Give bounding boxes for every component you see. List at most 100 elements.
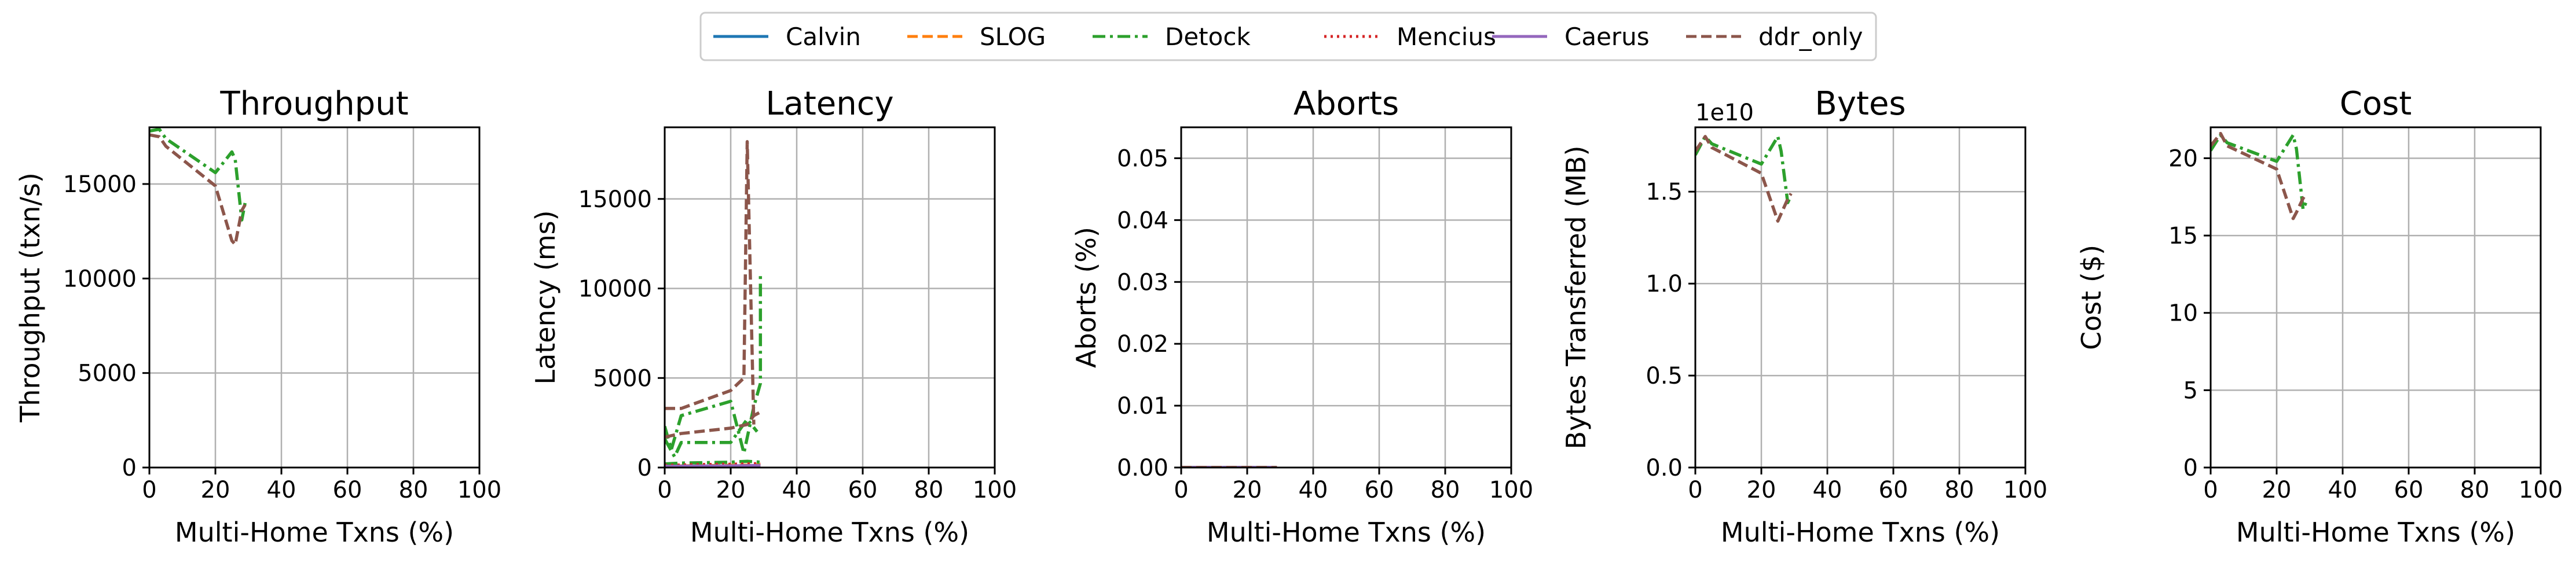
panels: 0 20 40 60 80 100050001000015000ThroughputMul… (14, 85, 2563, 548)
y-tick-label: 15 (2168, 223, 2198, 249)
legend-entry: ddr_only (1686, 23, 1863, 51)
x-tick-label: 100 (1489, 477, 1533, 503)
x-tick-label: 20 (2262, 477, 2292, 503)
y-tick-label: 0.05 (1117, 145, 1168, 172)
x-tick-label: 60 (848, 477, 878, 503)
y-tick-label: 1.5 (1646, 179, 1683, 205)
legend-label: Detock (1165, 23, 1251, 51)
y-axis-label: Cost ($) (2076, 245, 2107, 350)
series-group (149, 127, 247, 246)
x-tick-label: 60 (333, 477, 362, 503)
chart-title: Latency (765, 85, 893, 123)
y-tick-label: 0.0 (1646, 455, 1683, 481)
x-tick-label: 100 (457, 477, 501, 503)
series-line-detock (665, 417, 758, 459)
y-tick-label: 0.04 (1117, 207, 1168, 234)
x-tick-label: 40 (782, 477, 812, 503)
x-tick-label: 60 (1365, 477, 1394, 503)
y-axis-label: Throughput (txn/s) (14, 172, 46, 423)
axes-frame (1694, 126, 2027, 469)
y-offset-text: 1e10 (1695, 100, 1754, 126)
y-axis-label: Aborts (%) (1071, 227, 1102, 368)
y-tick-label: 10000 (63, 266, 137, 292)
x-tick-label: 0 (1688, 477, 1702, 503)
legend-label: Mencius (1397, 23, 1496, 51)
x-tick-label: 0 (1174, 477, 1188, 503)
y-tick-label: 0 (122, 455, 137, 481)
y-tick-label: 10 (2168, 300, 2198, 327)
axes-frame (2209, 126, 2542, 469)
series-line-detock (665, 272, 763, 455)
x-tick-label: 60 (1879, 477, 1908, 503)
series-line-detock (1695, 135, 1793, 205)
y-tick-label: 0.5 (1646, 363, 1683, 389)
y-tick-label: 0 (2183, 455, 2198, 481)
series-line-ddr-only (665, 410, 761, 439)
y-tick-label: 20 (2168, 145, 2198, 172)
x-tick-label: 20 (201, 477, 230, 503)
y-tick-label: 5000 (78, 360, 137, 387)
chart-title: Throughput (219, 85, 408, 123)
axes-frame (664, 126, 996, 469)
series-line-ddr-only (2211, 131, 2308, 220)
x-tick-label: 0 (142, 477, 156, 503)
chart-panel-cost: 0 20 40 60 80 100 0 5 10 15 20 Cost Multi-Home Txns … (2076, 85, 2563, 548)
y-tick-label: 5000 (593, 365, 652, 392)
x-axis-label: Multi-Home Txns (%) (1207, 517, 1486, 548)
x-axis-label: Multi-Home Txns (%) (1721, 517, 2000, 548)
x-tick-label: 40 (1813, 477, 1842, 503)
x-tick-label: 80 (1945, 477, 1974, 503)
x-tick-label: 80 (2460, 477, 2490, 503)
x-tick-label: 0 (2203, 477, 2218, 503)
legend-entry: SLOG (907, 23, 1046, 51)
x-tick-label: 60 (2394, 477, 2424, 503)
series-line-caerus (665, 463, 761, 468)
x-axis-label: Multi-Home Txns (%) (2236, 517, 2515, 548)
x-tick-label: 100 (2003, 477, 2047, 503)
series-line-detock (665, 459, 761, 466)
legend-entry: Calvin (713, 23, 861, 51)
y-axis-label: Latency (ms) (530, 210, 561, 384)
series-group (1695, 135, 1793, 223)
x-axis-label: Multi-Home Txns (%) (690, 517, 969, 548)
chart-title: Aborts (1294, 85, 1399, 123)
y-tick-label: 0.03 (1117, 269, 1168, 296)
series-line-ddr-only (149, 133, 247, 246)
x-tick-label: 80 (1431, 477, 1460, 503)
y-tick-label: 0 (637, 455, 652, 481)
legend-frame (699, 12, 1877, 61)
series-group (2211, 131, 2308, 220)
legend-label: ddr_only (1758, 23, 1863, 51)
x-axis-label: Multi-Home Txns (%) (175, 517, 454, 548)
series-line-ddr-only (1695, 135, 1793, 223)
x-tick-label: 20 (716, 477, 746, 503)
legend-label: Caerus (1564, 23, 1650, 51)
x-tick-label: 40 (2328, 477, 2358, 503)
y-tick-label: 15000 (63, 171, 137, 198)
y-axis-label: Bytes Transferred (MB) (1560, 145, 1592, 449)
y-tick-label: 0.01 (1117, 393, 1168, 420)
x-tick-label: 20 (1233, 477, 1262, 503)
axes-frame (1180, 126, 1512, 469)
legend-entry: Mencius (1324, 23, 1496, 51)
y-tick-label: 0.00 (1117, 455, 1168, 481)
legend-label: Calvin (786, 23, 861, 51)
chart-panel-bytes: 0 20 40 60 80 100 0.0 0.5 1.0 1.5 Bytes Multi-Home … (1560, 85, 2047, 548)
y-tick-label: 5 (2183, 377, 2198, 404)
x-tick-label: 100 (973, 477, 1017, 503)
x-tick-label: 80 (914, 477, 944, 503)
legend: Calvin SLOG Detock Mencius Caerus ddr_only (699, 12, 1877, 61)
x-tick-label: 20 (1747, 477, 1776, 503)
chart-title: Bytes (1815, 85, 1906, 123)
axes-frame (148, 126, 481, 469)
chart-title: Cost (2340, 85, 2412, 123)
series-line-ddr-only (665, 140, 756, 425)
chart-panel-latency: 0 20 40 60 80 100 0 5000 10000 15000 Latency Multi-… (530, 85, 1017, 548)
y-tick-label: 1.0 (1646, 271, 1683, 297)
legend-label: SLOG (980, 23, 1046, 51)
legend-entry: Detock (1093, 23, 1251, 51)
chart-panel-throughput: 0 20 40 60 80 100 0 5000 10000 15000 Throughput Mul… (14, 85, 501, 548)
y-tick-label: 15000 (578, 186, 652, 213)
x-tick-label: 40 (1299, 477, 1328, 503)
